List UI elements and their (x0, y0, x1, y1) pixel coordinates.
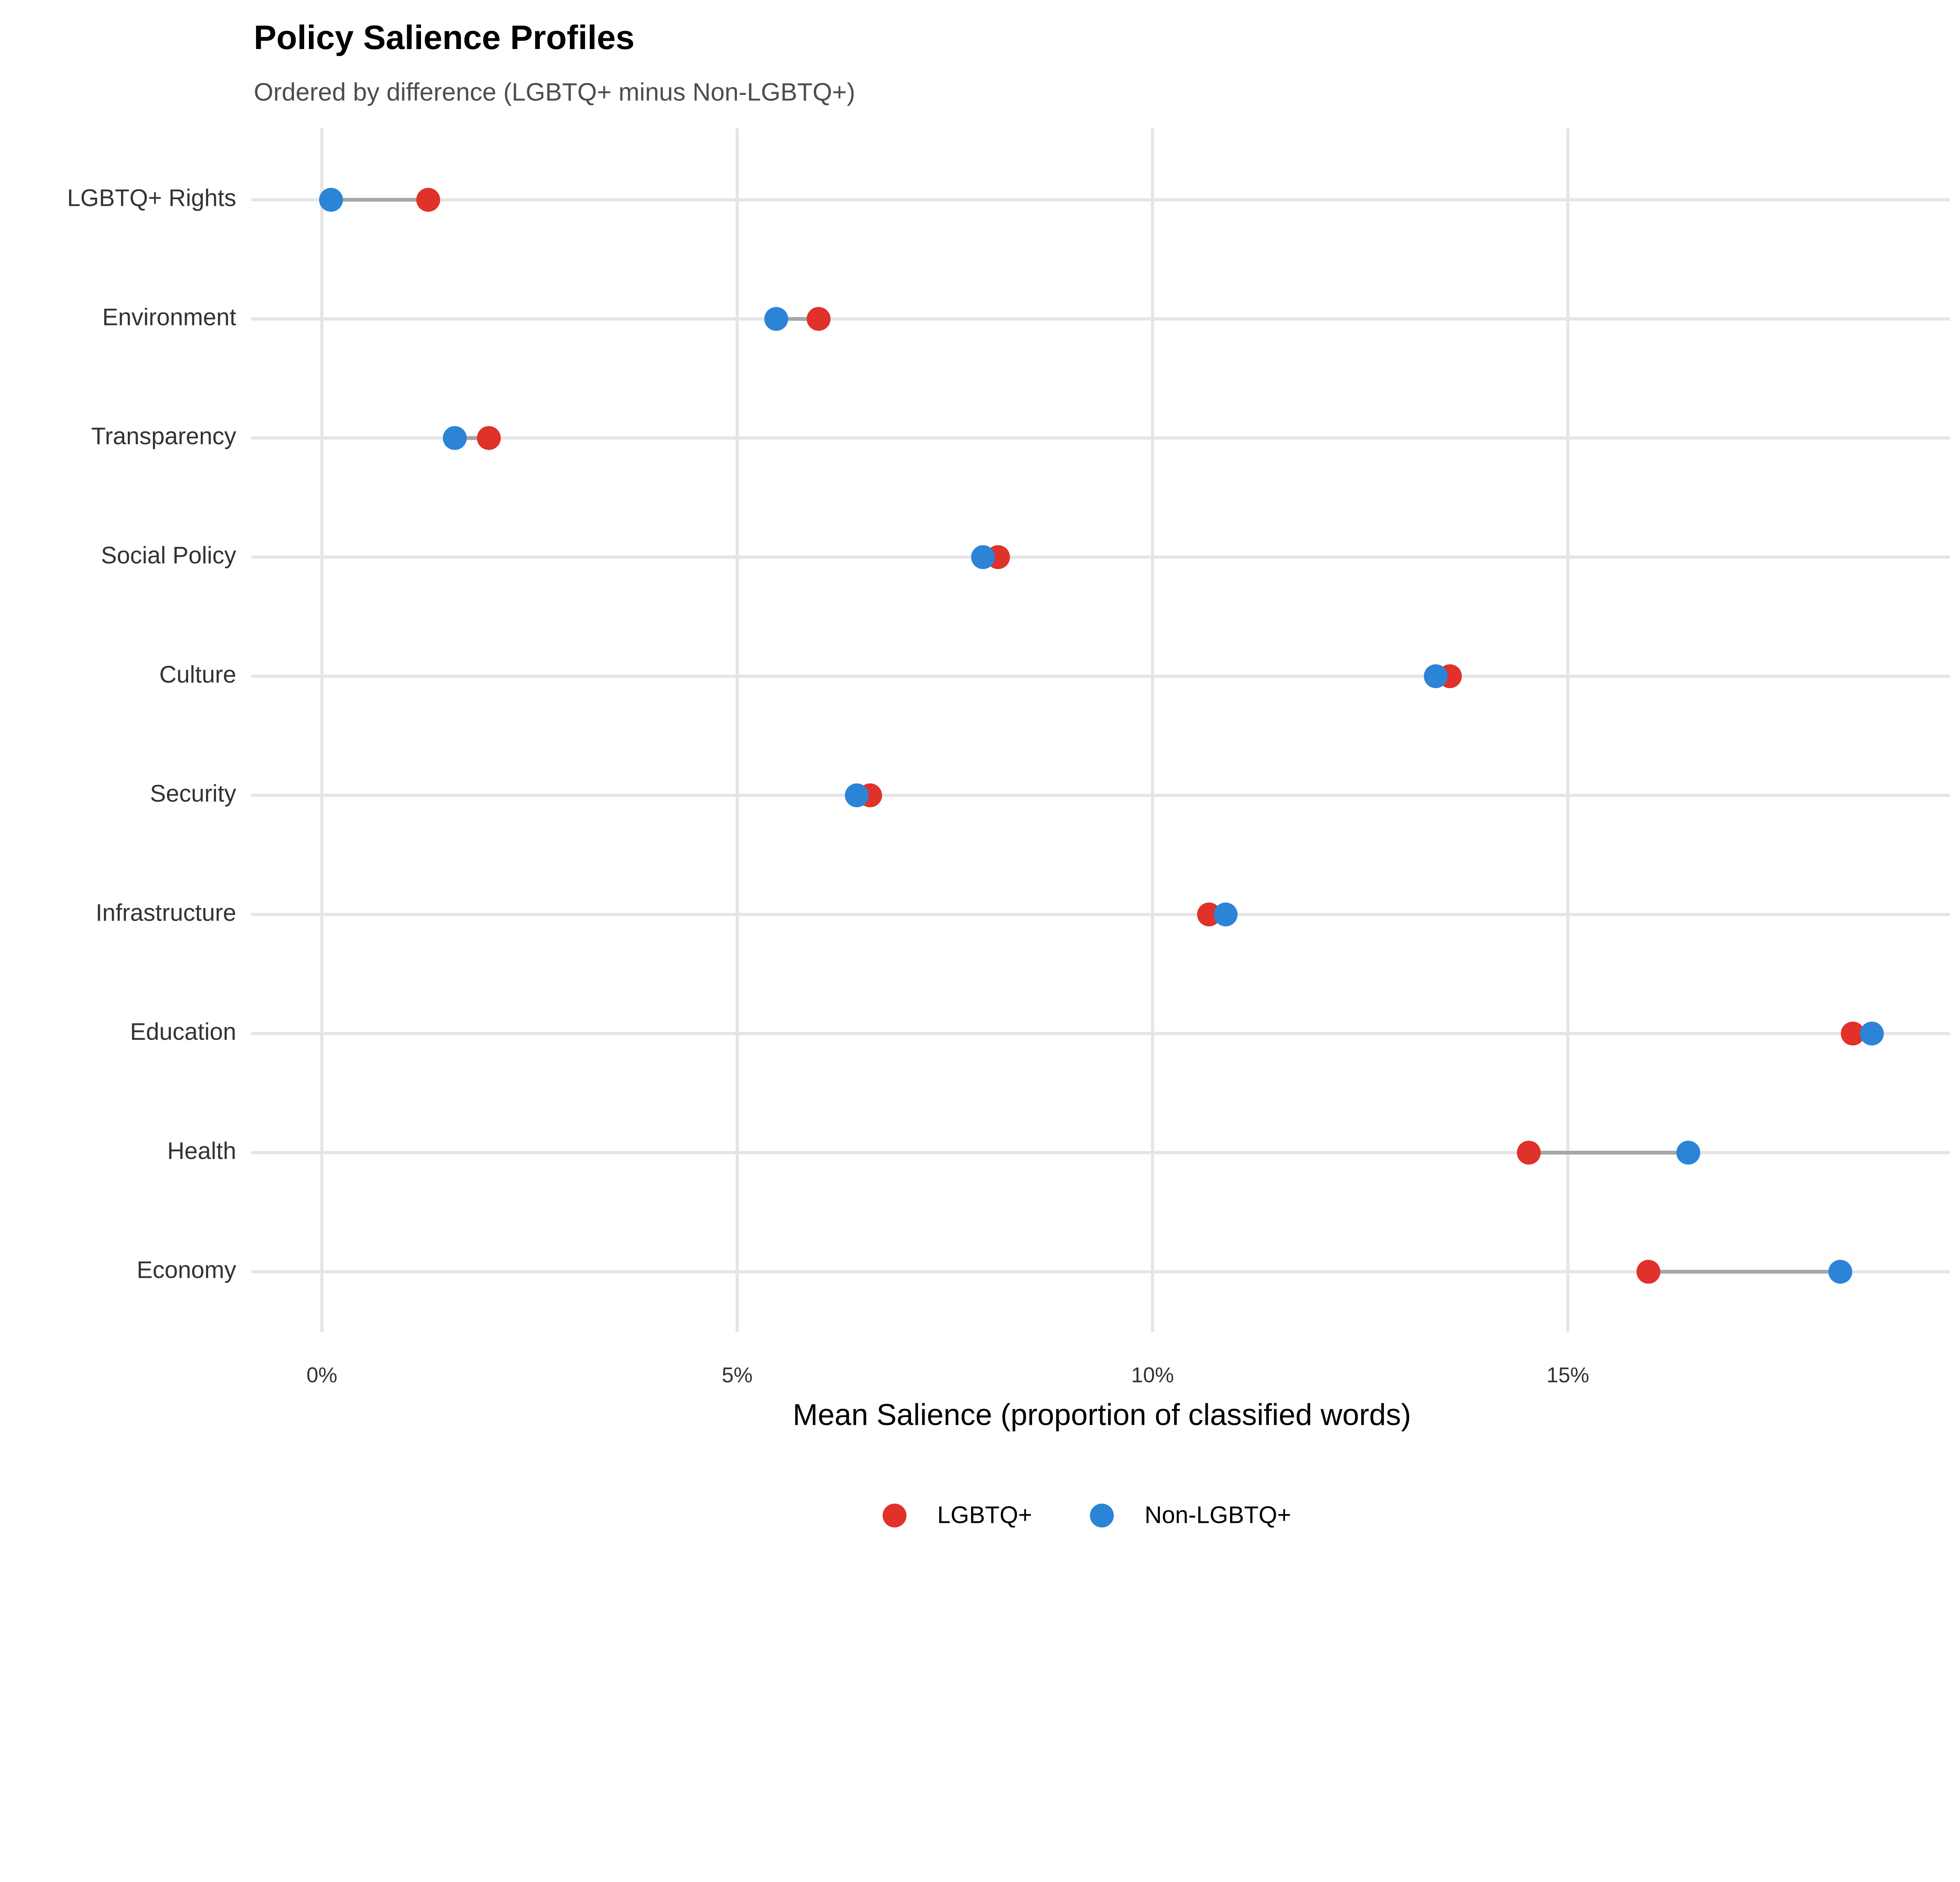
point-lgbtq- (1517, 1141, 1541, 1165)
legend: LGBTQ+ Non-LGBTQ+ (882, 1502, 1291, 1528)
y-tick-label: Education (130, 1018, 236, 1045)
point-lgbtq- (416, 188, 440, 212)
point-non-lgbtq- (1214, 902, 1238, 926)
point-non-lgbtq- (845, 783, 869, 807)
x-tick-label: 10% (1131, 1363, 1174, 1387)
x-tick-label: 0% (307, 1363, 338, 1387)
point-non-lgbtq- (1828, 1260, 1853, 1284)
point-lgbtq- (1840, 1021, 1865, 1046)
dumbbell-chart: Policy Salience Profiles Ordered by diff… (67, 19, 1950, 1528)
y-tick-label: Infrastructure (96, 899, 236, 926)
point-non-lgbtq- (319, 188, 343, 212)
point-non-lgbtq- (971, 545, 995, 569)
x-tick-label: 5% (722, 1363, 753, 1387)
point-non-lgbtq- (443, 426, 467, 450)
point-lgbtq- (1636, 1260, 1661, 1284)
point-non-lgbtq- (1860, 1021, 1884, 1046)
point-non-lgbtq- (1676, 1141, 1700, 1165)
point-non-lgbtq- (764, 307, 788, 331)
point-lgbtq- (1197, 902, 1221, 926)
legend-key (1090, 1503, 1114, 1528)
y-axis-labels: LGBTQ+ Rights Environment Transparency Soci… (67, 185, 236, 1283)
y-tick-label: Security (150, 780, 236, 807)
legend-label: LGBTQ+ (937, 1502, 1032, 1528)
legend-key (882, 1503, 907, 1528)
x-axis-labels: 0% 5% 10% 15% (307, 1363, 1589, 1387)
chart-title: Policy Salience Profiles (254, 19, 634, 56)
y-tick-label: Economy (137, 1257, 236, 1283)
x-axis-title: Mean Salience (proportion of classified … (793, 1398, 1411, 1432)
legend-label: Non-LGBTQ+ (1145, 1502, 1291, 1528)
y-tick-label: Health (167, 1137, 236, 1164)
point-lgbtq- (477, 426, 501, 450)
chart-subtitle: Ordered by difference (LGBTQ+ minus Non-… (254, 78, 855, 106)
y-tick-label: Culture (159, 661, 236, 688)
y-tick-label: Environment (102, 303, 236, 330)
point-non-lgbtq- (1424, 664, 1448, 688)
y-tick-label: Transparency (91, 423, 236, 449)
y-tick-label: Social Policy (101, 542, 236, 569)
data-marks (319, 188, 1884, 1284)
point-lgbtq- (806, 307, 831, 331)
y-tick-label: LGBTQ+ Rights (67, 185, 236, 211)
x-tick-label: 15% (1546, 1363, 1589, 1387)
